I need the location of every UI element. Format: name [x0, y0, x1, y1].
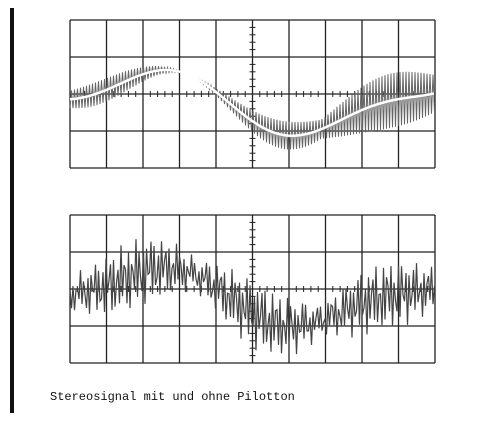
background — [0, 0, 487, 423]
scope-figure: Stereosignal mit und ohne Pilotton — [0, 0, 487, 423]
caption: Stereosignal mit und ohne Pilotton — [50, 390, 295, 404]
left-border — [10, 8, 14, 413]
